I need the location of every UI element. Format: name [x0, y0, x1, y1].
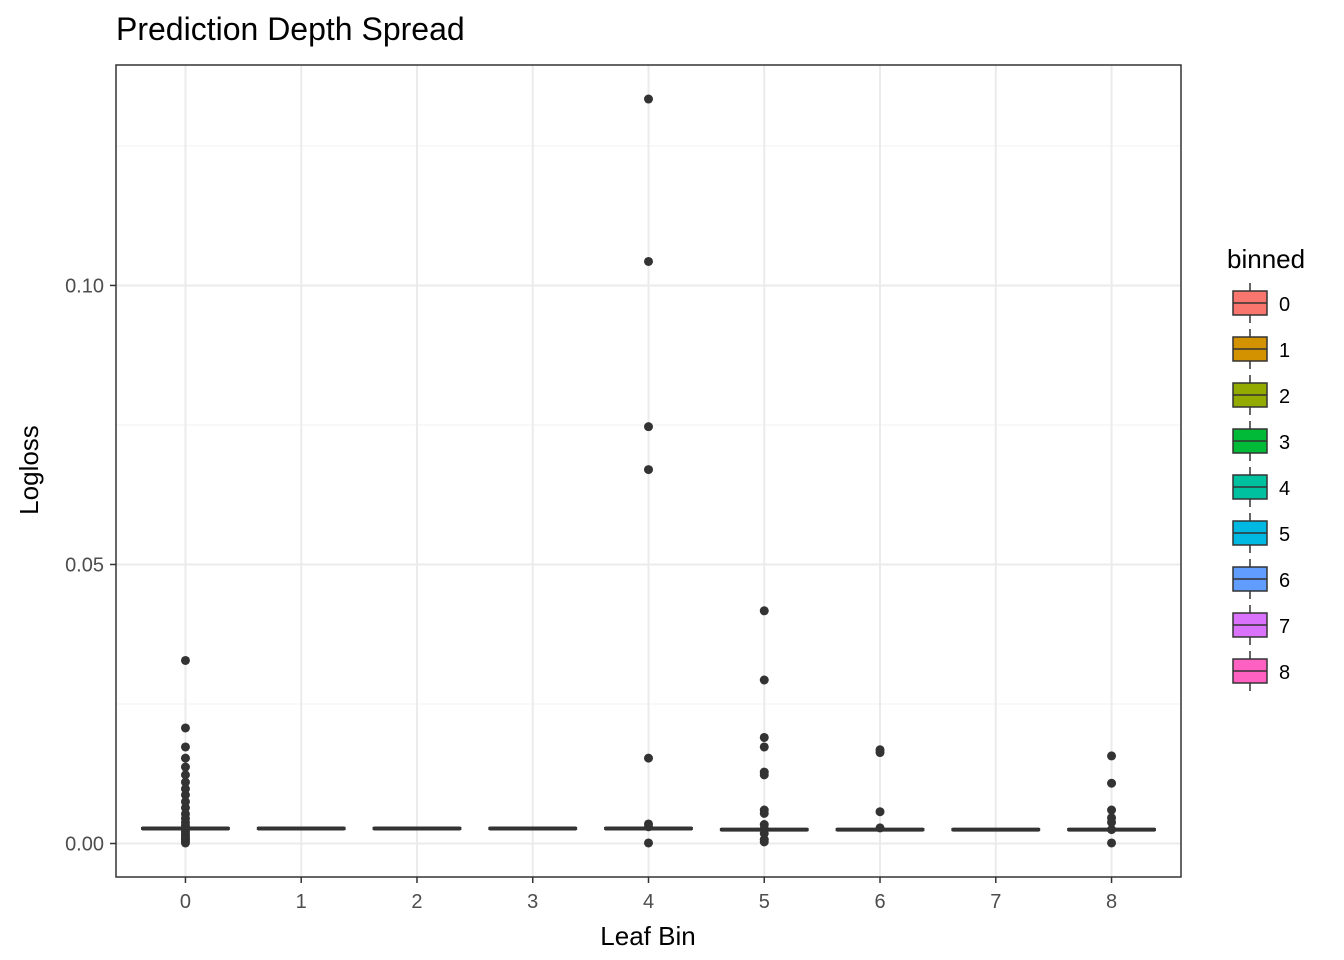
- chart-title: Prediction Depth Spread: [116, 11, 465, 47]
- legend-label: 2: [1279, 386, 1290, 408]
- outlier-point: [644, 838, 653, 848]
- x-axis-title: Leaf Bin: [600, 921, 695, 951]
- outlier-point: [1107, 817, 1117, 827]
- legend-item-5: 5: [1232, 513, 1290, 553]
- outlier-point: [759, 742, 769, 752]
- outlier-point: [644, 94, 653, 104]
- y-axis-title: Logloss: [14, 425, 44, 515]
- box-group-0: [141, 655, 230, 848]
- legend-item-6: 6: [1232, 559, 1290, 599]
- outlier-point: [180, 790, 190, 800]
- legend-item-2: 2: [1232, 375, 1290, 415]
- box-group-6: [835, 745, 925, 833]
- box-group-7: [951, 827, 1041, 832]
- outlier-point: [759, 675, 769, 685]
- outlier-point: [1107, 778, 1117, 788]
- legend-label: 4: [1279, 478, 1290, 500]
- x-tick-label: 1: [296, 891, 307, 913]
- outlier-point: [180, 838, 190, 848]
- outlier-point: [180, 742, 190, 752]
- legend-item-1: 1: [1232, 329, 1290, 369]
- box-group-4: [604, 94, 693, 848]
- legend-label: 1: [1279, 340, 1290, 362]
- outlier-point: [644, 422, 653, 432]
- legend-label: 8: [1279, 662, 1290, 684]
- x-axis: 0 1 2 3 4 5 6 7 8: [180, 877, 1117, 913]
- x-tick-label: 0: [180, 891, 191, 913]
- outlier-point: [1107, 751, 1117, 761]
- x-tick-label: 6: [874, 891, 885, 913]
- outlier-point: [644, 753, 653, 763]
- legend-item-8: 8: [1232, 651, 1290, 691]
- outlier-point: [759, 732, 769, 742]
- outlier-point: [1107, 825, 1117, 835]
- legend-label: 0: [1279, 294, 1290, 316]
- x-tick-label: 2: [411, 891, 422, 913]
- box-group-2: [372, 826, 462, 831]
- y-axis: 0.00 0.05 0.10: [65, 275, 116, 856]
- legend-item-0: 0: [1232, 283, 1290, 323]
- x-tick-label: 5: [759, 891, 770, 913]
- legend-item-3: 3: [1232, 421, 1290, 461]
- outlier-point: [180, 655, 190, 665]
- legend-item-7: 7: [1232, 605, 1290, 645]
- outlier-point: [180, 770, 190, 780]
- outlier-point: [644, 822, 653, 832]
- legend-label: 5: [1279, 524, 1290, 546]
- legend-label: 3: [1279, 432, 1290, 454]
- outlier-point: [180, 753, 190, 763]
- box-group-8: [1067, 751, 1156, 848]
- legend-title: binned: [1227, 244, 1305, 274]
- y-tick-label: 0.00: [65, 834, 104, 856]
- outlier-point: [644, 256, 653, 266]
- legend-label: 7: [1279, 616, 1290, 638]
- outlier-point: [875, 807, 885, 817]
- outlier-point: [180, 762, 190, 772]
- outlier-point: [759, 837, 769, 847]
- x-tick-label: 3: [527, 891, 538, 913]
- y-tick-label: 0.05: [65, 554, 104, 576]
- outlier-point: [875, 823, 885, 833]
- x-tick-label: 4: [643, 891, 654, 913]
- x-tick-label: 8: [1106, 891, 1117, 913]
- plot-panel: [115, 64, 1182, 878]
- legend: binned 0 1 2 3 4 5 6 7 8: [1227, 244, 1305, 691]
- outlier-point: [875, 748, 885, 758]
- outlier-point: [180, 723, 190, 733]
- box-group-3: [488, 826, 578, 831]
- outlier-point: [759, 606, 769, 616]
- outlier-point: [1107, 838, 1117, 848]
- x-tick-label: 7: [990, 891, 1001, 913]
- legend-item-4: 4: [1232, 467, 1290, 507]
- outlier-point: [759, 808, 769, 818]
- outlier-point: [1107, 805, 1117, 815]
- box-group-5: [719, 606, 809, 847]
- outlier-point: [759, 770, 769, 780]
- y-tick-label: 0.10: [65, 275, 104, 297]
- outlier-point: [644, 465, 653, 475]
- box-group-1: [256, 826, 346, 831]
- outlier-point: [180, 777, 190, 787]
- legend-label: 6: [1279, 570, 1290, 592]
